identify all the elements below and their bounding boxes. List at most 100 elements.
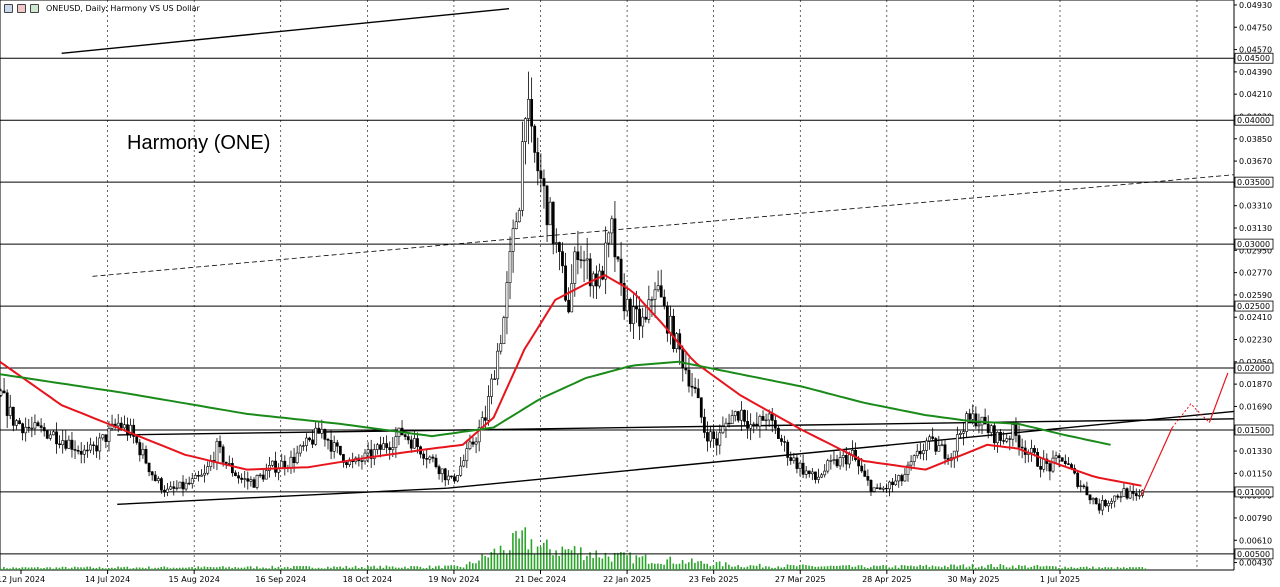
symbol-properties-icon[interactable]	[17, 4, 26, 13]
volume-bar	[536, 546, 539, 570]
level-label-box	[1234, 176, 1274, 188]
volume-bar	[425, 567, 428, 570]
candle-body	[962, 431, 965, 434]
volume-bar	[903, 565, 906, 570]
volume-bar	[718, 561, 721, 570]
volume-bar	[910, 565, 912, 570]
indicator-icon[interactable]	[30, 4, 39, 13]
trendline[interactable]	[117, 487, 448, 506]
volume-bar	[579, 547, 582, 570]
chart-window-icon[interactable]	[4, 4, 13, 13]
volume-bar	[768, 566, 770, 570]
candle-body	[644, 316, 648, 320]
volume-bar	[1098, 567, 1100, 570]
candle-body	[847, 454, 851, 465]
candle-body	[79, 451, 83, 455]
candle-body	[588, 258, 592, 287]
candle-body	[943, 444, 947, 459]
volume-bar	[468, 561, 471, 570]
volume-bar	[311, 567, 314, 570]
candle-body	[15, 420, 18, 426]
volume-bar	[274, 567, 277, 570]
candle-body	[931, 436, 935, 439]
volume-bar	[120, 567, 122, 570]
volume-bar	[21, 567, 24, 570]
candle-body	[264, 470, 268, 480]
candle-body	[986, 423, 990, 433]
volume-bar	[114, 568, 116, 570]
candle-body	[1008, 438, 1012, 440]
moving-average-line[interactable]	[0, 360, 1111, 446]
volume-bar	[589, 552, 591, 570]
candle-body	[193, 474, 197, 479]
level-label: 0.03000	[1237, 240, 1270, 249]
volume-bar	[675, 564, 678, 570]
volume-bar	[289, 568, 292, 570]
volume-bar	[724, 562, 727, 570]
volume-bar	[854, 566, 857, 570]
volume-bar	[3, 566, 5, 570]
candle-body	[505, 282, 509, 318]
candle-body	[999, 431, 1002, 441]
candle-body	[798, 462, 802, 469]
volume-bar	[758, 563, 761, 570]
candle-body	[650, 299, 654, 301]
y-tick-label: 0.02230	[1239, 336, 1272, 345]
volume-bar	[635, 555, 638, 570]
volume-bar	[761, 567, 764, 570]
candle-body	[1020, 446, 1024, 449]
candle-body	[82, 449, 86, 455]
volume-bar	[848, 565, 850, 570]
volume-bar	[771, 567, 773, 570]
time-axis[interactable]: 12 Jun 2024 14 Jul 2024 15 Aug 2024 16 Sep …	[0, 570, 1234, 587]
volume-bar	[1005, 567, 1008, 570]
candle-body	[1076, 472, 1080, 487]
volume-bar	[246, 566, 249, 570]
volume-bar	[629, 552, 631, 570]
volume-bar	[472, 563, 474, 570]
trendline[interactable]	[61, 7, 510, 54]
volume-bar	[243, 567, 246, 570]
candle-body	[1082, 485, 1086, 488]
volume-bar	[407, 568, 409, 570]
candle-body	[73, 449, 77, 451]
candle-body	[1116, 495, 1120, 498]
volume-bar	[897, 567, 900, 570]
candle-body	[810, 471, 814, 475]
candle-body	[1122, 488, 1126, 498]
projection-path	[1140, 372, 1229, 496]
volume-bar	[592, 558, 594, 570]
candle-body	[690, 385, 694, 388]
level-label: 0.01500	[1237, 426, 1270, 435]
price-axis[interactable]: 0.04930 0.04750 0.04570 0.04390 0.04210 0.040…	[1233, 0, 1280, 587]
volume-bar	[657, 563, 659, 570]
candle-body	[841, 455, 845, 458]
candle-body	[662, 296, 666, 307]
candle-body	[345, 462, 348, 465]
candle-body	[126, 424, 129, 435]
volume-bar	[922, 565, 925, 570]
candle-body	[545, 185, 549, 226]
dashed-trendline[interactable]	[92, 174, 1235, 277]
candle-body	[826, 460, 830, 472]
candle-body	[687, 369, 691, 387]
y-tick-label: 0.00790	[1239, 514, 1272, 523]
candle-body	[832, 459, 836, 461]
moving-average-line[interactable]	[0, 273, 1142, 487]
candle-body	[530, 99, 534, 127]
trendline[interactable]	[117, 418, 1235, 436]
candle-body	[557, 242, 561, 252]
volume-bar	[1070, 566, 1073, 570]
volume-bar	[172, 567, 175, 570]
volume-bar	[209, 566, 212, 570]
volume-bar	[712, 565, 715, 570]
volume-bar	[882, 565, 884, 570]
volume-bar	[465, 564, 468, 570]
candle-body	[881, 487, 885, 490]
x-tick-label: 18 Oct 2024	[343, 575, 392, 584]
candle-body	[1091, 498, 1095, 501]
volume-bar	[252, 568, 255, 570]
volume-bar	[317, 567, 320, 570]
candle-body	[820, 474, 824, 478]
